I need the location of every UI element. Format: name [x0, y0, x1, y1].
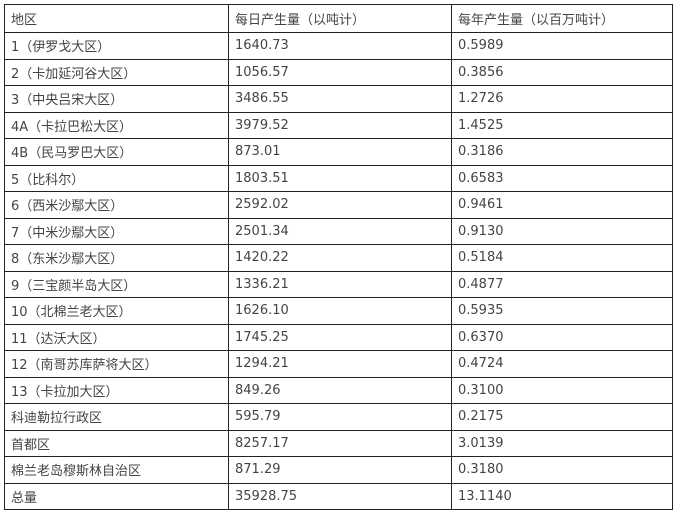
table-row: 1（伊罗戈大区） 1640.73 0.5989	[4, 32, 673, 60]
cell-region: 11（达沃大区）	[4, 323, 229, 351]
cell-daily: 3486.55	[228, 85, 452, 113]
cell-daily: 1626.10	[228, 297, 452, 325]
table-row: 6（西米沙鄢大区） 2592.02 0.9461	[4, 191, 673, 219]
cell-daily: 1745.25	[228, 323, 452, 351]
cell-annual: 0.5935	[451, 297, 673, 325]
header-region: 地区	[4, 4, 229, 33]
table-row: 9（三宝颜半岛大区） 1336.21 0.4877	[4, 270, 673, 298]
table-row: 13（卡拉加大区） 849.26 0.3100	[4, 376, 673, 404]
cell-region: 8（东米沙鄢大区）	[4, 244, 229, 272]
cell-annual: 0.2175	[451, 403, 673, 431]
cell-annual: 1.4525	[451, 111, 673, 139]
table-row: 10（北棉兰老大区） 1626.10 0.5935	[4, 297, 673, 325]
cell-daily: 1294.21	[228, 350, 452, 378]
cell-daily: 871.29	[228, 456, 452, 484]
cell-daily: 1803.51	[228, 164, 452, 192]
cell-annual: 13.1140	[451, 482, 673, 510]
cell-daily: 849.26	[228, 376, 452, 404]
cell-annual: 1.2726	[451, 85, 673, 113]
cell-daily: 1056.57	[228, 58, 452, 86]
table-row: 2（卡加延河谷大区） 1056.57 0.3856	[4, 58, 673, 86]
cell-daily: 35928.75	[228, 482, 452, 510]
table-row: 11（达沃大区） 1745.25 0.6370	[4, 323, 673, 351]
table-row: 5（比科尔） 1803.51 0.6583	[4, 164, 673, 192]
cell-annual: 0.6370	[451, 323, 673, 351]
cell-daily: 3979.52	[228, 111, 452, 139]
cell-region: 13（卡拉加大区）	[4, 376, 229, 404]
cell-region: 4B（民马罗巴大区）	[4, 138, 229, 166]
cell-region: 1（伊罗戈大区）	[4, 32, 229, 60]
cell-daily: 873.01	[228, 138, 452, 166]
cell-daily: 8257.17	[228, 429, 452, 457]
cell-annual: 0.3180	[451, 456, 673, 484]
cell-daily: 1640.73	[228, 32, 452, 60]
cell-region: 10（北棉兰老大区）	[4, 297, 229, 325]
cell-region: 总量	[4, 482, 229, 510]
cell-daily: 1336.21	[228, 270, 452, 298]
cell-annual: 0.3186	[451, 138, 673, 166]
cell-region: 2（卡加延河谷大区）	[4, 58, 229, 86]
table-header-row: 地区 每日产生量（以吨计） 每年产生量（以百万吨计）	[4, 4, 673, 33]
cell-region: 7（中米沙鄢大区）	[4, 217, 229, 245]
cell-daily: 1420.22	[228, 244, 452, 272]
table-row: 12（南哥苏库萨将大区） 1294.21 0.4724	[4, 350, 673, 378]
cell-region: 9（三宝颜半岛大区）	[4, 270, 229, 298]
table-row: 4A（卡拉巴松大区） 3979.52 1.4525	[4, 111, 673, 139]
table-row: 8（东米沙鄢大区） 1420.22 0.5184	[4, 244, 673, 272]
cell-annual: 0.4724	[451, 350, 673, 378]
cell-region: 首都区	[4, 429, 229, 457]
table-row: 4B（民马罗巴大区） 873.01 0.3186	[4, 138, 673, 166]
table-row: 棉兰老岛穆斯林自治区 871.29 0.3180	[4, 456, 673, 484]
cell-annual: 0.4877	[451, 270, 673, 298]
cell-region: 12（南哥苏库萨将大区）	[4, 350, 229, 378]
cell-annual: 0.5989	[451, 32, 673, 60]
cell-region: 棉兰老岛穆斯林自治区	[4, 456, 229, 484]
cell-region: 5（比科尔）	[4, 164, 229, 192]
cell-annual: 3.0139	[451, 429, 673, 457]
header-annual: 每年产生量（以百万吨计）	[451, 4, 673, 33]
table-row: 3（中央吕宋大区） 3486.55 1.2726	[4, 85, 673, 113]
cell-annual: 0.3856	[451, 58, 673, 86]
cell-daily: 2592.02	[228, 191, 452, 219]
cell-annual: 0.9130	[451, 217, 673, 245]
cell-daily: 595.79	[228, 403, 452, 431]
cell-region: 3（中央吕宋大区）	[4, 85, 229, 113]
total-row: 总量 35928.75 13.1140	[4, 482, 673, 510]
cell-region: 4A（卡拉巴松大区）	[4, 111, 229, 139]
table-row: 7（中米沙鄢大区） 2501.34 0.9130	[4, 217, 673, 245]
cell-daily: 2501.34	[228, 217, 452, 245]
table-row: 科迪勒拉行政区 595.79 0.2175	[4, 403, 673, 431]
cell-annual: 0.5184	[451, 244, 673, 272]
cell-annual: 0.6583	[451, 164, 673, 192]
table-row: 首都区 8257.17 3.0139	[4, 429, 673, 457]
cell-region: 科迪勒拉行政区	[4, 403, 229, 431]
cell-annual: 0.3100	[451, 376, 673, 404]
waste-generation-table: 地区 每日产生量（以吨计） 每年产生量（以百万吨计） 1（伊罗戈大区） 1640.…	[4, 4, 673, 510]
cell-region: 6（西米沙鄢大区）	[4, 191, 229, 219]
header-daily: 每日产生量（以吨计）	[228, 4, 452, 33]
cell-annual: 0.9461	[451, 191, 673, 219]
